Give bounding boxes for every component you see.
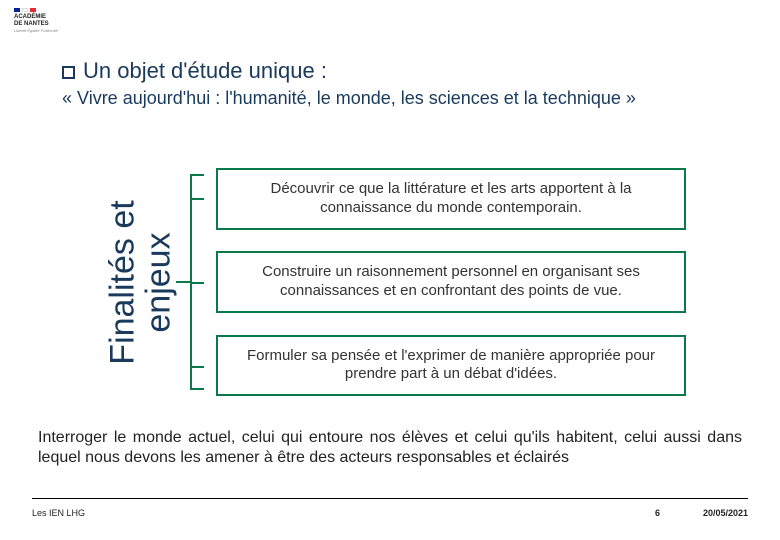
bottom-paragraph: Interroger le monde actuel, celui qui en… [38, 428, 742, 468]
bullet-icon [62, 66, 75, 79]
objective-box-2: Construire un raisonnement personnel en … [216, 251, 686, 313]
finalites-diagram: Finalités et enjeux Découvrir ce que la … [96, 168, 696, 396]
rotated-label-column: Finalités et enjeux [96, 168, 168, 396]
footer-date: 20/05/2021 [703, 508, 748, 518]
logo-line1: ACADÉMIE [14, 14, 74, 21]
academie-logo: ACADÉMIE DE NANTES Liberté Égalité Frate… [14, 8, 74, 34]
rotated-label-inner: enjeux [140, 232, 179, 332]
logo-motto: Liberté Égalité Fraternité [14, 29, 74, 33]
heading-text: Un objet d'étude unique : [83, 58, 327, 83]
brace-connector [176, 174, 206, 390]
objective-boxes: Découvrir ce que la littérature et les a… [216, 168, 686, 396]
objective-box-3: Formuler sa pensée et l'exprimer de mani… [216, 335, 686, 397]
footer-author: Les IEN LHG [32, 508, 85, 518]
logo-line2: DE NANTES [14, 21, 74, 28]
footer-divider [32, 498, 748, 499]
slide-heading: Un objet d'étude unique : [62, 58, 327, 84]
rotated-label-outer: Finalités et [104, 200, 143, 364]
flag-icon [14, 8, 74, 12]
slide-subheading: « Vivre aujourd'hui : l'humanité, le mon… [62, 88, 636, 109]
objective-box-1: Découvrir ce que la littérature et les a… [216, 168, 686, 230]
footer-page-number: 6 [655, 508, 660, 518]
